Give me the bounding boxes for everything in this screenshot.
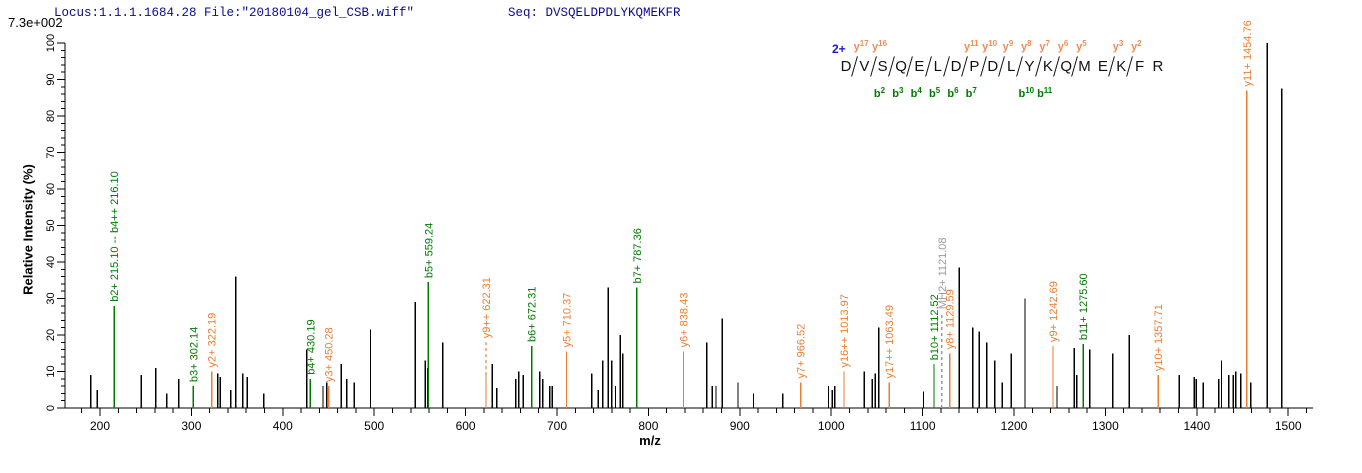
- y-ion-label: y3: [1112, 39, 1124, 53]
- residue-letter: L: [1006, 58, 1016, 75]
- residue-letter: D: [987, 58, 999, 75]
- y-tick-label: 10: [45, 365, 57, 377]
- peak-label: y10+ 1357.71: [1153, 304, 1165, 371]
- residue-letter: S: [877, 58, 888, 75]
- peak-label: y5+ 710.37: [561, 293, 573, 348]
- b-ion-label: b4: [910, 86, 922, 100]
- header-seq-text: Seq: DVSQELDPDLYKQMEKFR: [508, 6, 681, 20]
- x-tick-label: 900: [730, 419, 750, 433]
- y-tick-label: 50: [45, 219, 57, 231]
- b-ion-label: b7: [965, 86, 977, 100]
- y-tick-label: 20: [45, 329, 57, 341]
- residue-letter: P: [969, 58, 980, 75]
- x-tick-label: 1000: [818, 419, 845, 433]
- y-tick-label: 90: [45, 73, 57, 85]
- peak-label: y2+ 322.19: [207, 313, 219, 368]
- charge-state-label: 2+: [832, 42, 846, 56]
- b-ion-label: b3: [892, 86, 904, 100]
- b-ion-label: b6: [947, 86, 959, 100]
- x-tick-label: 500: [364, 419, 384, 433]
- peak-label: b10+ 1112.52: [929, 294, 941, 360]
- y-tick-label: 40: [45, 256, 57, 268]
- peak-label: y17++ 1063.49: [884, 305, 896, 378]
- y-tick-label: 70: [45, 146, 57, 158]
- peak-label: b5+ 559.24: [423, 223, 435, 278]
- peak-label: y11+ 1454.76: [1242, 20, 1254, 86]
- y-ion-label: y17: [853, 39, 869, 53]
- x-tick-label: 200: [90, 419, 110, 433]
- y-tick-label: 0: [45, 405, 57, 411]
- peak-label: y8+ 1129.59: [945, 289, 957, 349]
- residue-letter: K: [1042, 58, 1053, 75]
- y-ion-label: y11: [963, 39, 979, 53]
- peak-label: y6+ 838.43: [679, 293, 691, 348]
- peak-label: b4+ 430.19: [305, 319, 317, 374]
- residue-letter: R: [1152, 58, 1164, 75]
- y-ion-label: y16: [872, 39, 888, 53]
- peak-label: y9++ 622.31: [481, 277, 493, 338]
- x-tick-label: 800: [638, 419, 658, 433]
- x-tick-label: 1400: [1183, 419, 1210, 433]
- y-tick-label: 30: [45, 292, 57, 304]
- x-tick-label: 1500: [1275, 419, 1302, 433]
- x-tick-label: 300: [181, 419, 201, 433]
- header-locus-text: Locus:1.1.1.1684.28 File:"20180104_gel_C…: [54, 6, 415, 20]
- residue-letter: E: [914, 58, 925, 75]
- y-ion-label: y10: [982, 39, 998, 53]
- peak-label: b2+ 215.10 -- b4++ 216.10: [109, 171, 121, 302]
- residue-letter: F: [1135, 58, 1145, 75]
- residue-letter: D: [950, 58, 962, 75]
- y-ion-label: y7: [1039, 39, 1050, 53]
- peak-label: y3+ 450.28: [324, 327, 336, 382]
- x-tick-label: 600: [456, 419, 476, 433]
- residue-letter: M: [1078, 58, 1091, 75]
- b-ion-label: b5: [928, 86, 941, 100]
- peak-label: MH2+ 1121.08: [937, 237, 949, 309]
- peak-label: y7+ 966.52: [796, 324, 808, 379]
- peak-label: b11+ 1275.60: [1078, 273, 1090, 340]
- y-ion-label: y6: [1057, 39, 1069, 53]
- y-tick-label: 60: [45, 183, 57, 195]
- residue-letter: V: [859, 58, 870, 75]
- y-ion-label: y5: [1076, 39, 1087, 53]
- y-tick-label: 80: [45, 110, 57, 122]
- y-ion-label: y2: [1131, 39, 1142, 53]
- b-ion-label: b10: [1018, 86, 1035, 100]
- peak-label: b6+ 672.31: [527, 287, 539, 342]
- peak-label: b3+ 302.14: [188, 327, 200, 382]
- y-ion-label: y8: [1021, 39, 1032, 53]
- y-tick-label: 100: [45, 34, 57, 52]
- x-axis-label: m/z: [639, 433, 661, 448]
- x-tick-label: 1100: [910, 419, 936, 433]
- residue-letter: L: [933, 58, 942, 75]
- x-tick-label: 400: [273, 419, 293, 433]
- residue-letter: Q: [895, 58, 907, 75]
- base-peak-intensity: 7.3e+002: [8, 15, 63, 30]
- x-tick-label: 1200: [1001, 419, 1028, 433]
- peak-label: y9+ 1242.69: [1048, 281, 1060, 342]
- residue-letter: D: [840, 58, 852, 75]
- x-tick-label: 1300: [1092, 419, 1119, 433]
- b-ion-label: b2: [873, 86, 886, 100]
- x-tick-label: 700: [547, 419, 567, 433]
- residue-letter: Q: [1060, 58, 1073, 75]
- y-ion-label: y9: [1002, 39, 1014, 53]
- b-ion-label: b11: [1037, 86, 1053, 100]
- peak-label: b7+ 787.36: [632, 228, 644, 283]
- peak-label: y16++ 1013.97: [839, 294, 851, 367]
- residue-letter: K: [1116, 58, 1127, 75]
- residue-letter: Y: [1024, 58, 1035, 75]
- residue-letter: E: [1097, 58, 1108, 75]
